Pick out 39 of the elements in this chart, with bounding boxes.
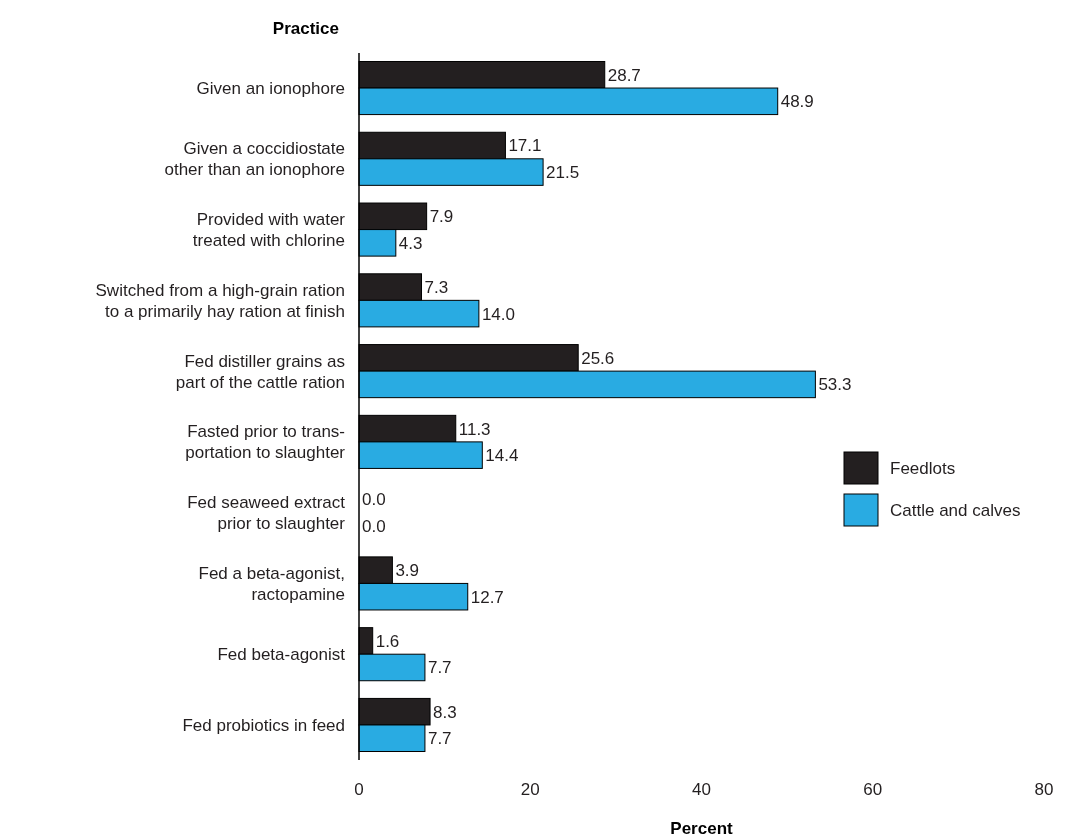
x-tick-label: 20 <box>520 780 540 799</box>
data-label: 12.7 <box>470 587 504 607</box>
y-tick-label: Fed distiller grains as part of the cattle ration <box>175 351 345 392</box>
data-label: 7.9 <box>429 207 454 227</box>
y-tick-label: Given an ionophore <box>196 78 345 98</box>
data-label: 8.3 <box>433 702 457 722</box>
y-tick-label: Fed beta-agonist <box>217 645 346 665</box>
data-label: 53.3 <box>818 375 852 395</box>
data-label: 7.7 <box>427 658 452 678</box>
y-tick-label: Given a coccidiostate other than an ionophore <box>164 139 345 180</box>
y-tick-label: Fasted prior to trans- portation to slaughter <box>185 422 346 463</box>
data-label: 7.3 <box>424 278 449 298</box>
y-tick-label: Fed a beta-agonist, ractopamine <box>198 563 345 604</box>
x-tick-label: 80 <box>1034 780 1054 799</box>
x-tick-label: 0 <box>354 780 364 799</box>
x-tick-label: 60 <box>863 780 883 799</box>
data-label: 25.6 <box>581 348 615 368</box>
data-label: 14.4 <box>485 446 519 466</box>
data-label: 21.5 <box>546 163 580 183</box>
data-label: 17.1 <box>508 136 542 156</box>
data-label: 3.9 <box>395 561 420 581</box>
data-label: 1.6 <box>375 631 400 651</box>
data-label: 14.0 <box>481 304 515 324</box>
data-label: 7.7 <box>427 729 452 749</box>
x-tick-label: 40 <box>692 780 711 799</box>
legend-label: Cattle and calves <box>890 500 1021 520</box>
y-tick-label: Fed seaweed extract prior to slaughter <box>187 493 346 534</box>
data-label: 28.7 <box>607 65 641 85</box>
data-label: 4.3 <box>398 233 423 253</box>
data-label: 11.3 <box>458 419 491 439</box>
data-label: 48.9 <box>780 92 814 112</box>
data-label: 0.0 <box>362 516 386 536</box>
y-tick-label: Switched from a high-grain ration to a primarily hay ration at finish <box>95 280 345 321</box>
y-tick-label: Provided with water treated with chlorine <box>192 210 346 251</box>
y-axis-title: Practice <box>272 19 339 38</box>
x-axis-title: Percent <box>670 819 734 836</box>
y-tick-label: Fed probiotics in feed <box>182 715 345 735</box>
data-label: 0.0 <box>362 490 386 510</box>
legend-label: Feedlots <box>890 458 956 478</box>
